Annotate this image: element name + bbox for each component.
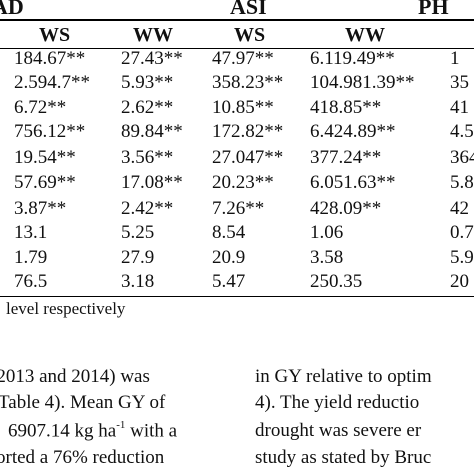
- subheader-ww-2: WW: [345, 24, 385, 46]
- table-cell: 184.67**: [14, 48, 86, 69]
- table-cell: 27.43**: [121, 48, 183, 69]
- subheader-ws-2: WS: [234, 24, 266, 46]
- table-cell: 76.5: [14, 271, 48, 292]
- table-cell: 5.8: [450, 172, 474, 193]
- table-cell: 13.1: [14, 222, 48, 243]
- subheader-ws-1: WS: [39, 24, 71, 46]
- table-cell: 3.87**: [14, 198, 67, 219]
- paragraph-line: in GY relative to optim: [255, 366, 432, 387]
- column-group-ad: AD: [0, 0, 24, 19]
- table-cell: 756.12**: [14, 121, 86, 142]
- column-group-ph: PH: [418, 0, 449, 19]
- table-cell: 1.79: [14, 247, 48, 268]
- table-header-bottom-rule: [0, 48, 474, 49]
- table-bottom-rule: [0, 296, 474, 297]
- table-cell: 3.56**: [121, 147, 174, 168]
- column-group-asi: ASI: [230, 0, 267, 19]
- paragraph-line: 6907.14 kg ha-1 with a: [8, 419, 178, 442]
- table-cell: 6.72**: [14, 97, 67, 118]
- paragraph-line: (2013 and 2014) was: [0, 366, 150, 387]
- table-cell: 20.9: [212, 247, 246, 268]
- table-cell: 57.69**: [14, 172, 76, 193]
- table-cell: 6.051.63**: [310, 172, 396, 193]
- table-cell: 8.54: [212, 222, 246, 243]
- subheader-ww-1: WW: [133, 24, 173, 46]
- table-cell: 5.9: [450, 247, 474, 268]
- table-cell: 2.42**: [121, 198, 174, 219]
- paragraph-line: orted a 76% reduction: [0, 447, 165, 468]
- table-cell: 1: [450, 48, 460, 69]
- table-cell: 4.5: [450, 121, 474, 142]
- table-cell: 6.424.89**: [310, 121, 396, 142]
- table-cell: 377.24**: [310, 147, 382, 168]
- paragraph-line: drought was severe er: [255, 420, 422, 441]
- table-cell: 47.97**: [212, 48, 274, 69]
- table-cell: 3.58: [310, 247, 344, 268]
- table-cell: 20.23**: [212, 172, 274, 193]
- table-cell: 17.08**: [121, 172, 183, 193]
- table-cell: 20: [450, 271, 469, 292]
- table-cell: 1.06: [310, 222, 344, 243]
- table-header-top-rule: [0, 19, 474, 21]
- table-cell: 5.47: [212, 271, 246, 292]
- paragraph-line: study as stated by Bruc: [255, 447, 432, 468]
- table-cell: 2.594.7**: [14, 72, 90, 93]
- table-cell: 0.7: [450, 222, 474, 243]
- table-cell: 172.82**: [212, 121, 284, 142]
- table-cell: 2.62**: [121, 97, 174, 118]
- table-cell: 104.981.39**: [310, 72, 415, 93]
- table-cell: 418.85**: [310, 97, 382, 118]
- table-cell: 41: [450, 97, 469, 118]
- table-cell: 428.09**: [310, 198, 382, 219]
- table-cell: 250.35: [310, 271, 363, 292]
- table-cell: 27.9: [121, 247, 155, 268]
- table-cell: 27.047**: [212, 147, 284, 168]
- paragraph-line: Table 4). Mean GY of: [0, 392, 166, 413]
- table-cell: 35: [450, 72, 469, 93]
- table-cell: 6.119.49**: [310, 48, 395, 69]
- table-cell: 7.26**: [212, 198, 265, 219]
- table-cell: 358.23**: [212, 72, 284, 93]
- table-cell: 19.54**: [14, 147, 76, 168]
- table-cell: 5.25: [121, 222, 155, 243]
- table-cell: 42: [450, 198, 469, 219]
- table-footnote: level respectively: [6, 299, 126, 318]
- table-cell: 10.85**: [212, 97, 274, 118]
- paragraph-line: 4). The yield reductio: [255, 392, 420, 413]
- table-cell: 89.84**: [121, 121, 183, 142]
- table-cell: 364: [450, 147, 474, 168]
- table-cell: 3.18: [121, 271, 155, 292]
- table-cell: 5.93**: [121, 72, 174, 93]
